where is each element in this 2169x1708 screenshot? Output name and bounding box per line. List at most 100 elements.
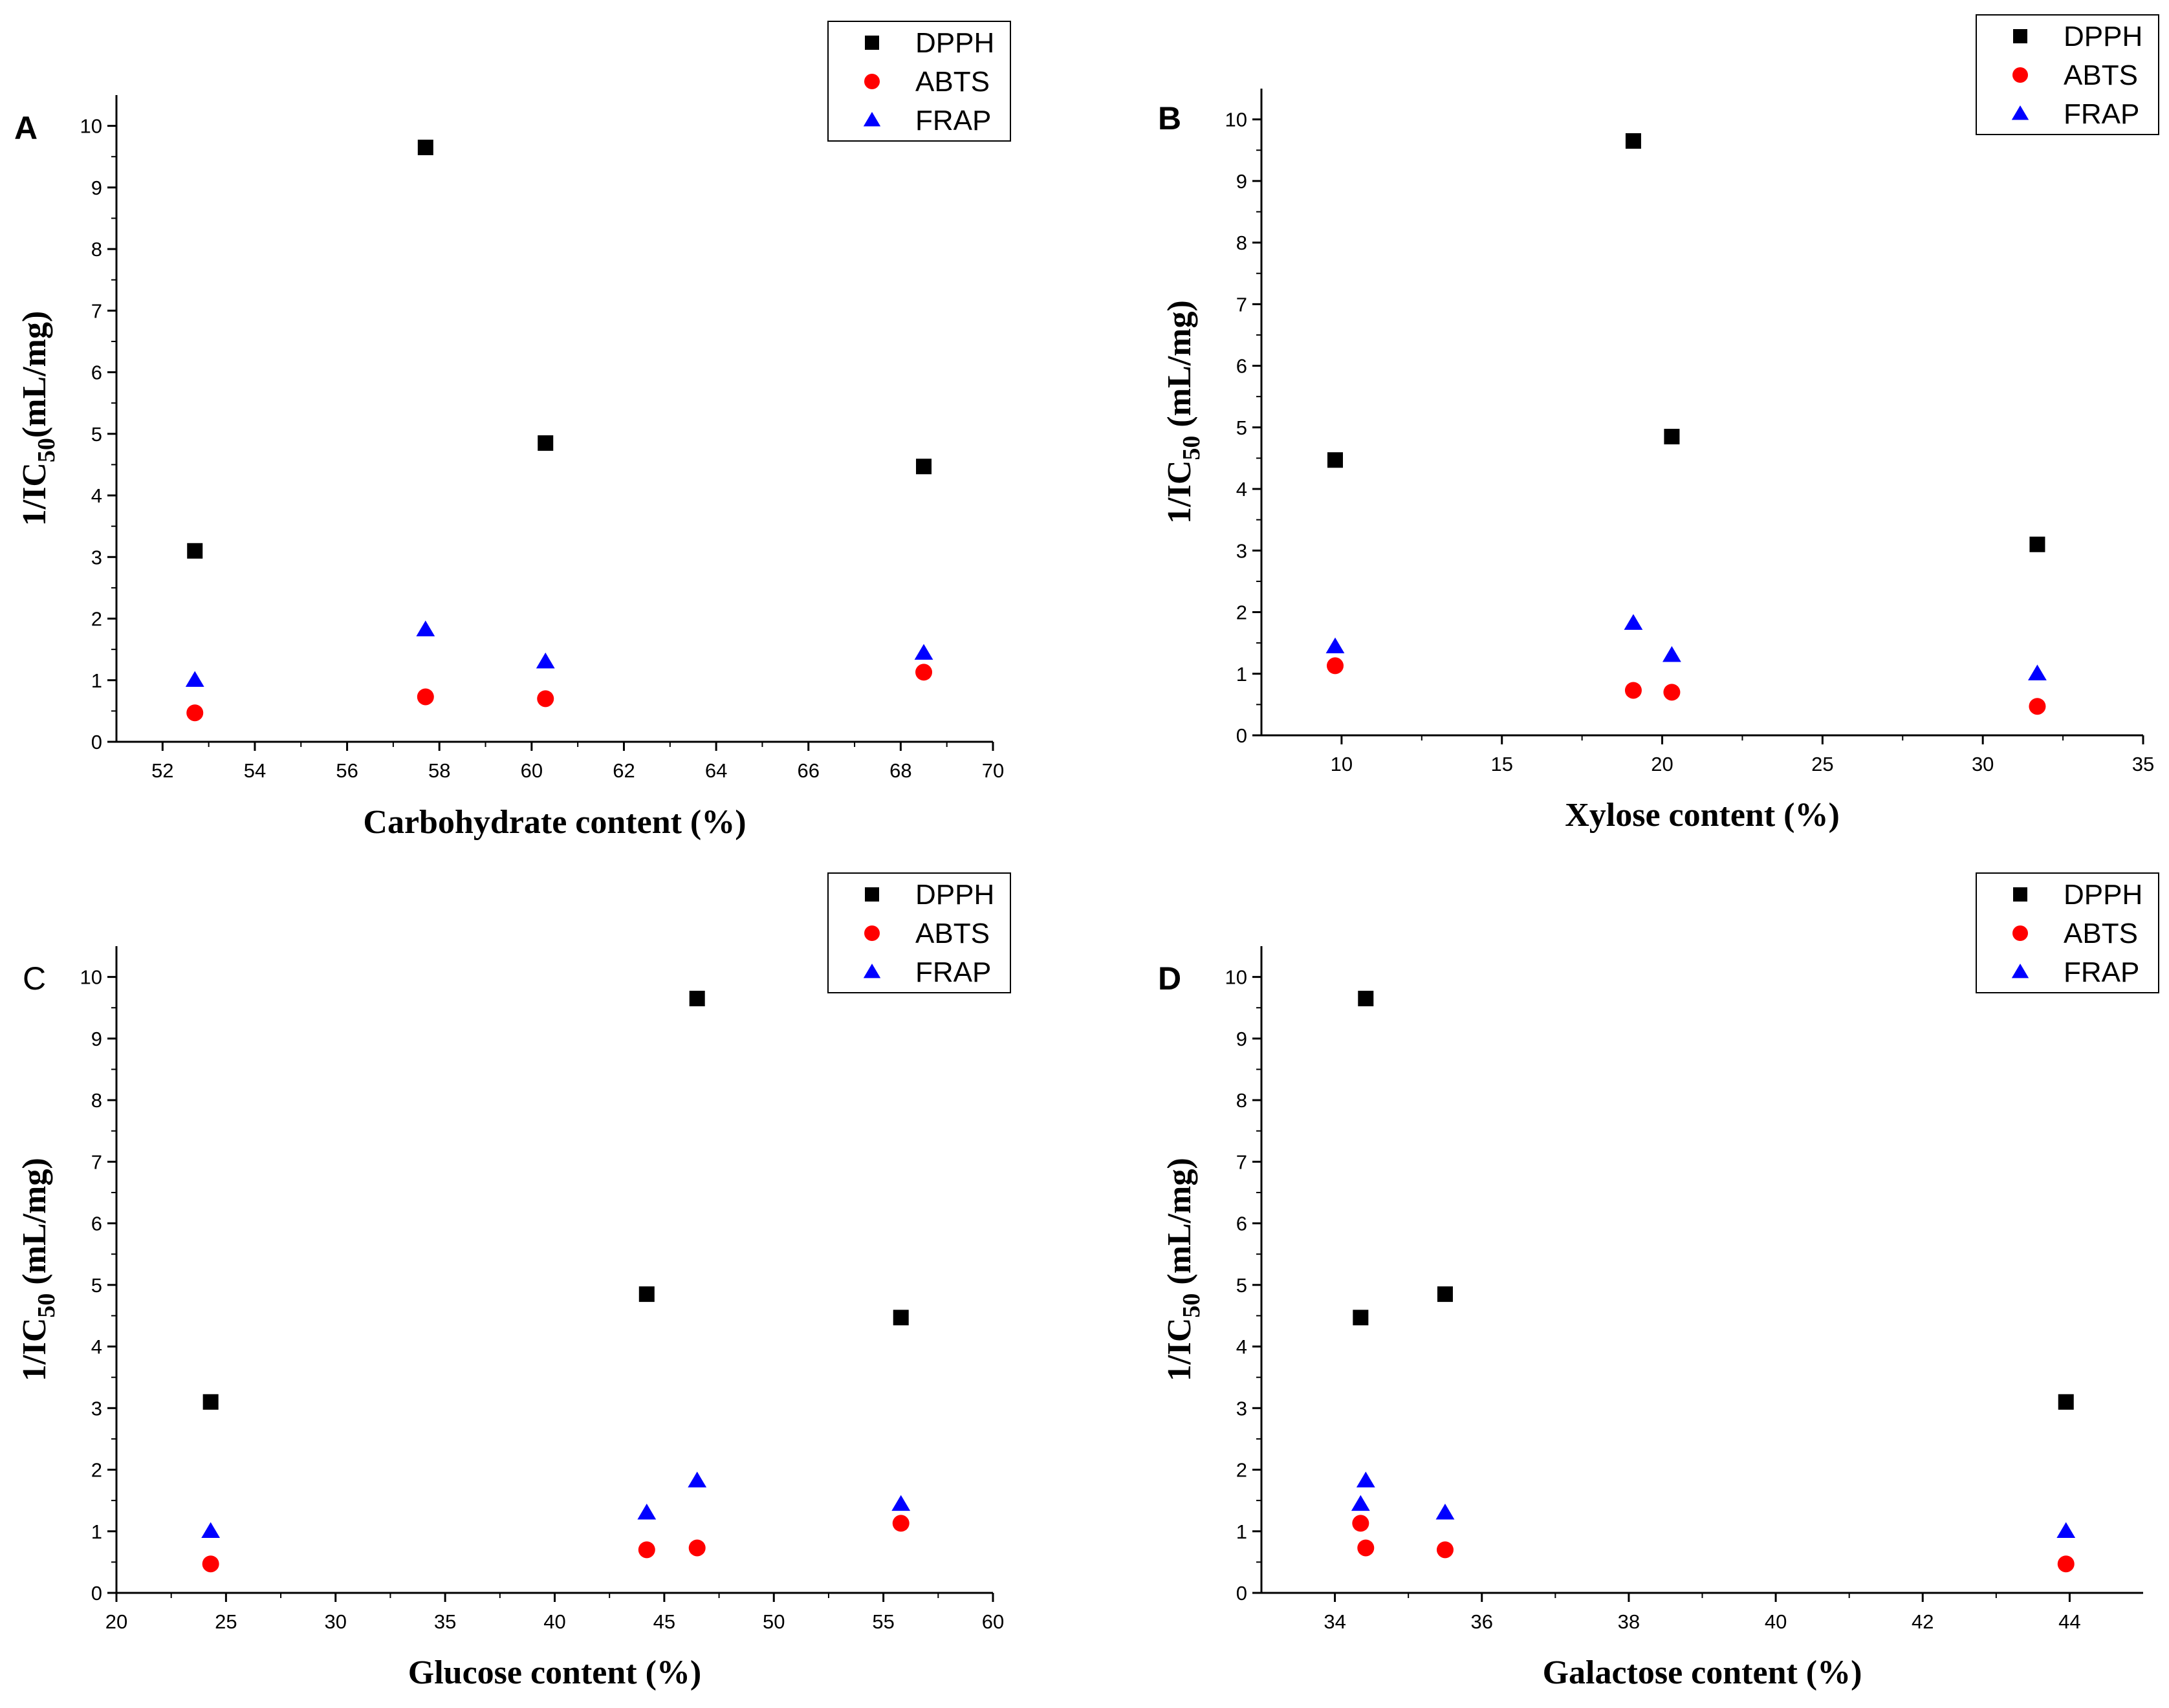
y-tick-label: 4	[91, 1335, 102, 1358]
point-frap	[1624, 614, 1643, 630]
x-axis-title: Carbohydrate content (%)	[363, 804, 746, 841]
point-abts	[638, 1541, 655, 1559]
legend-label-dpph: DPPH	[915, 27, 994, 59]
x-tick-label: 64	[705, 759, 727, 782]
legend-box	[1976, 872, 2159, 993]
y-tick-label: 0	[91, 731, 102, 753]
point-dpph	[538, 435, 554, 451]
y-tick-label: 5	[91, 1274, 102, 1297]
point-frap	[1351, 1495, 1370, 1511]
point-abts	[2029, 698, 2046, 715]
point-frap	[201, 1522, 221, 1539]
point-abts	[688, 1539, 706, 1557]
point-dpph	[202, 1394, 219, 1410]
y-tick-label: 4	[1236, 1335, 1247, 1358]
y-tick-label: 9	[1236, 1028, 1247, 1050]
y-tick-label: 8	[1236, 232, 1247, 254]
point-frap	[891, 1495, 911, 1511]
point-frap	[688, 1471, 707, 1487]
y-tick-label: 9	[91, 177, 102, 199]
legend-label-abts: ABTS	[915, 918, 990, 949]
y-tick-label: 3	[91, 1397, 102, 1420]
y-tick-label: 2	[91, 1459, 102, 1482]
legend-label-abts: ABTS	[2064, 918, 2138, 949]
x-tick-label: 60	[521, 759, 543, 782]
point-frap	[637, 1504, 657, 1520]
panel-b: 0 1 2 3 4 5 6 7 8 9 10 10 15 20 25 30 35 Xylose content (…	[1158, 14, 2159, 834]
x-tick-label: 35	[2132, 753, 2154, 775]
legend-marker-dpph	[2013, 29, 2027, 43]
legend-marker-frap	[863, 112, 881, 127]
y-axis-title: 1/IC50(mL/mg)	[16, 311, 60, 526]
x-tick-label: 38	[1618, 1610, 1640, 1633]
legend: DPPH ABTS FRAP	[1976, 872, 2159, 993]
legend-marker-frap	[2011, 964, 2029, 978]
legend-marker-abts	[2012, 925, 2028, 941]
point-abts	[915, 664, 933, 681]
x-tick-label: 44	[2058, 1610, 2080, 1633]
panel-label: B	[1158, 100, 1181, 136]
point-dpph	[893, 1310, 909, 1326]
point-dpph	[417, 139, 433, 155]
x-tick-label: 60	[982, 1610, 1004, 1633]
x-tick-label: 50	[763, 1610, 785, 1633]
x-tick-label: 66	[797, 759, 819, 782]
point-abts	[1326, 657, 1344, 675]
point-abts	[186, 704, 204, 722]
x-tick-label: 40	[543, 1610, 565, 1633]
point-frap	[1325, 637, 1345, 654]
x-tick-label: 52	[151, 759, 173, 782]
legend-label-frap: FRAP	[2064, 957, 2139, 988]
point-dpph	[2058, 1394, 2074, 1410]
x-tick-label: 25	[215, 1610, 237, 1633]
y-tick-label: 3	[1236, 1397, 1247, 1420]
point-dpph	[916, 459, 932, 475]
point-dpph	[187, 543, 203, 559]
y-tick-label: 3	[1236, 539, 1247, 562]
x-tick-label: 35	[434, 1610, 456, 1633]
point-frap	[185, 671, 204, 687]
x-tick-label: 62	[613, 759, 635, 782]
point-frap	[416, 620, 435, 636]
point-abts	[1352, 1515, 1369, 1532]
y-tick-label: 6	[91, 1213, 102, 1235]
legend-label-frap: FRAP	[2064, 98, 2139, 130]
x-tick-label: 20	[1651, 753, 1673, 775]
panel-label: D	[1158, 960, 1181, 997]
x-tick-label: 68	[889, 759, 911, 782]
panel-label: A	[14, 110, 38, 146]
y-tick-label: 7	[91, 1151, 102, 1173]
x-tick-label: 55	[872, 1610, 894, 1633]
legend-label-frap: FRAP	[915, 957, 991, 988]
legend: DPPH ABTS FRAP	[827, 21, 1011, 142]
y-axis-title: 1/IC50 (mL/mg)	[16, 1158, 60, 1381]
y-axis-title: 1/IC50 (mL/mg)	[1161, 300, 1205, 524]
y-tick-label: 7	[1236, 1151, 1247, 1173]
x-tick-label: 56	[336, 759, 358, 782]
y-tick-label: 9	[91, 1028, 102, 1050]
x-tick-label: 20	[105, 1610, 127, 1633]
point-dpph	[638, 1286, 655, 1303]
y-tick-label: 0	[1236, 1582, 1247, 1605]
legend-box	[827, 21, 1011, 142]
x-axis-title: Xylose content (%)	[1565, 797, 1840, 834]
y-tick-label: 4	[1236, 478, 1247, 501]
y-tick-label: 5	[1236, 416, 1247, 439]
point-dpph	[1327, 452, 1343, 468]
y-tick-label: 5	[1236, 1274, 1247, 1297]
legend-marker-dpph	[2013, 887, 2027, 902]
legend-marker-dpph	[865, 887, 879, 902]
legend-label-dpph: DPPH	[2064, 21, 2142, 52]
y-tick-label: 1	[91, 669, 102, 692]
y-tick-label: 0	[91, 1582, 102, 1605]
legend-box	[827, 872, 1011, 993]
x-tick-label: 54	[244, 759, 266, 782]
point-frap	[1435, 1504, 1455, 1520]
point-abts	[417, 688, 434, 706]
legend: DPPH ABTS FRAP	[827, 872, 1011, 993]
point-frap	[2028, 664, 2047, 681]
legend-label-frap: FRAP	[915, 105, 991, 136]
legend: DPPH ABTS FRAP	[1976, 14, 2159, 135]
